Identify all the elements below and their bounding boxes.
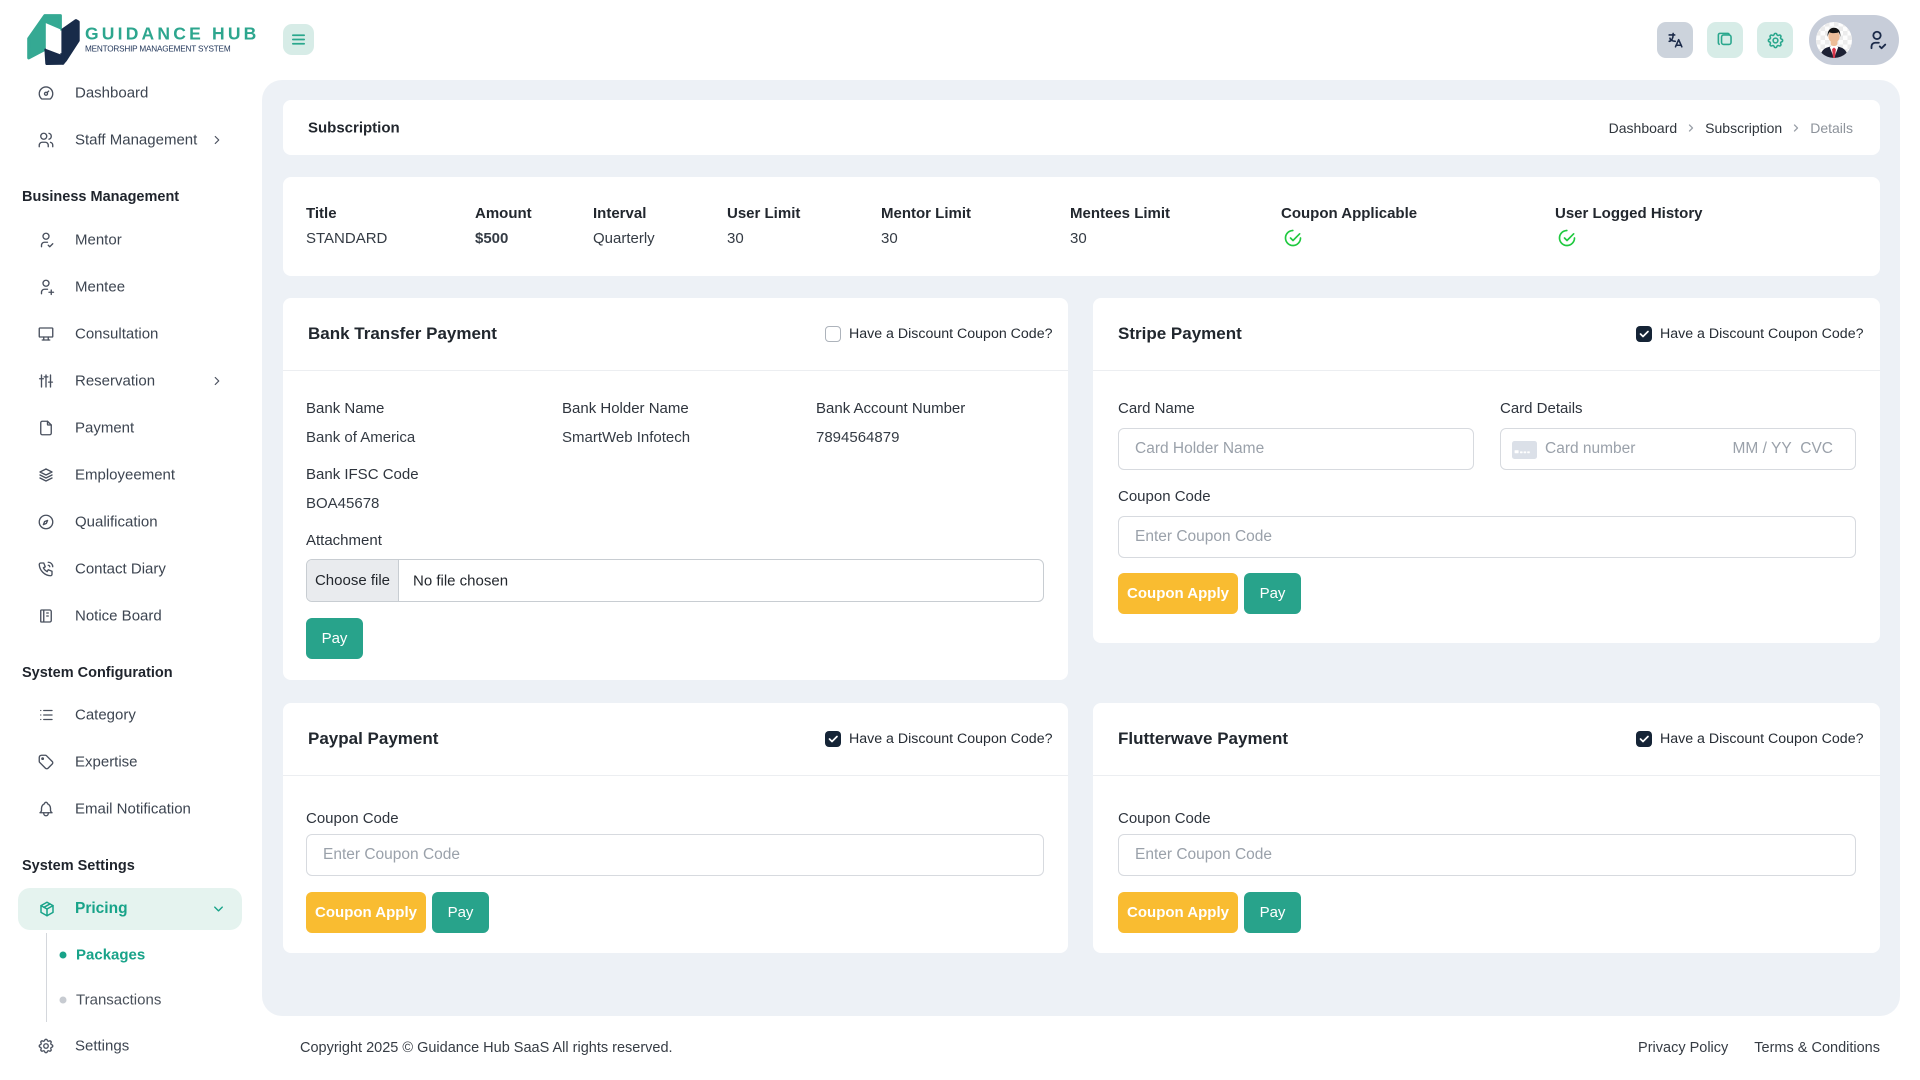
svg-text:MENTORSHIP MANAGEMENT SYSTEM: MENTORSHIP MANAGEMENT SYSTEM — [85, 45, 231, 54]
svg-text:GUIDANCE HUB: GUIDANCE HUB — [85, 24, 260, 44]
